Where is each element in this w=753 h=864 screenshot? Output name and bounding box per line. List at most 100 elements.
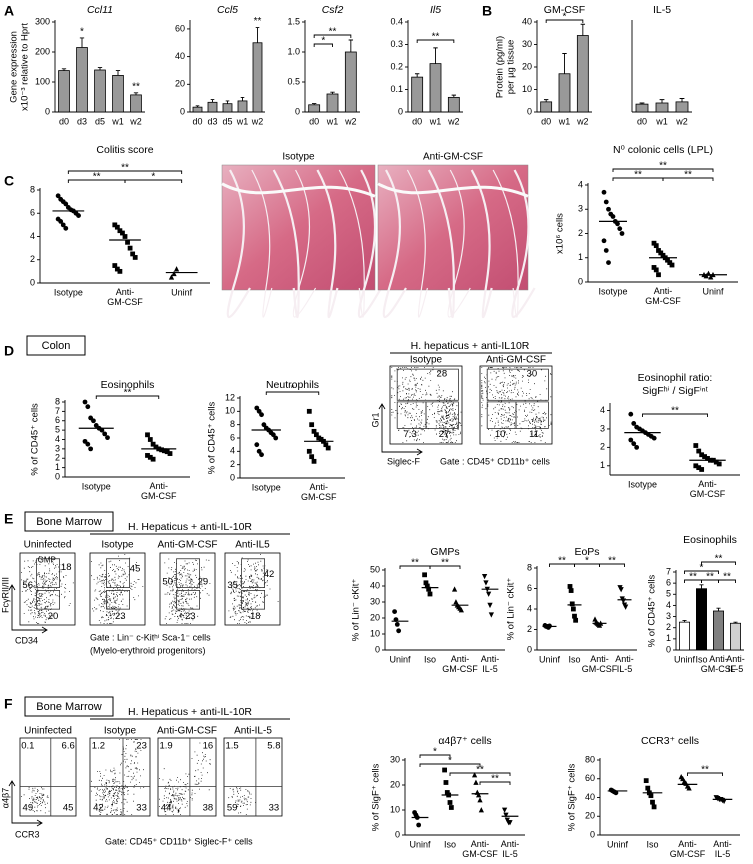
y-tick-label: 5: [55, 425, 60, 435]
y-tick-label: 0: [590, 829, 595, 839]
y-tick-label: 0: [55, 471, 60, 481]
data-point: [82, 399, 88, 405]
y-tick-label: 0: [30, 277, 35, 287]
x-tick-label: w1: [236, 116, 249, 126]
x-tick-label: w2: [675, 116, 688, 126]
panel-letter: B: [482, 3, 492, 19]
y-tick-label: 2: [527, 624, 532, 634]
y-tick-label: 12: [225, 392, 235, 402]
data-point: [396, 628, 402, 634]
gate: [241, 558, 266, 588]
x-tick-label: Anti-GM-CSF: [107, 287, 143, 307]
data-point: [273, 435, 279, 441]
x-tick-label: Anti-GM-CSF: [462, 839, 498, 859]
y-tick-label: 10: [522, 84, 532, 94]
data-point: [99, 427, 105, 433]
bracket: [612, 168, 714, 172]
significance: **: [701, 765, 709, 776]
data-point: [660, 252, 666, 258]
panel-letter: F: [4, 696, 13, 712]
x-tick-label: d0: [637, 116, 647, 126]
data-point: [619, 231, 625, 236]
bracket: [95, 395, 160, 399]
flow-x-axis: CD34: [15, 635, 38, 645]
error-bar: [580, 23, 586, 36]
data-point: [122, 234, 128, 239]
data-point: [313, 432, 319, 438]
data-point: [447, 800, 453, 805]
data-point: [478, 807, 484, 813]
y-tick-label: 0: [180, 106, 185, 116]
significance: **: [476, 765, 484, 776]
y-tick-label: 0: [527, 644, 532, 654]
y-tick-label: 6: [30, 208, 35, 218]
y-tick-label: 2: [600, 442, 605, 452]
data-point: [601, 189, 607, 195]
data-point: [483, 580, 489, 586]
flow-y-axis: Gr1: [370, 412, 380, 427]
y-tick-label: 40: [370, 580, 380, 590]
y-tick-label: 40: [522, 16, 532, 26]
bar: [344, 51, 357, 113]
data-point: [256, 408, 262, 414]
x-tick-label: Anti-GM-CSF: [141, 481, 177, 501]
tissue-fold: [226, 169, 251, 319]
section-tag-box: [24, 511, 114, 532]
data-point: [63, 201, 69, 207]
chart-title: Csf2: [322, 4, 344, 16]
significance: **: [634, 170, 642, 181]
y-tick-label: 1: [55, 462, 60, 472]
quadrant-value: 0.1: [21, 740, 34, 751]
y-tick-label: 10: [370, 628, 380, 638]
data-point: [125, 239, 130, 245]
quadrant-value: 23: [115, 611, 126, 622]
chart-title: CCR3⁺ cells: [641, 735, 699, 747]
gate: [106, 590, 131, 610]
section-tag: Colon: [42, 340, 71, 352]
x-tick-label: d5: [222, 116, 232, 126]
y-tick-label: 30: [370, 596, 380, 606]
error-bar: [133, 92, 139, 95]
error-bar: [682, 620, 687, 623]
gate-text: Gate : Lin⁻ c-Kitʰⁱ Sca-1⁻ cells: [90, 632, 211, 642]
significance: **: [132, 81, 140, 92]
quadrant-value: 45: [63, 803, 74, 814]
tissue-fold: [511, 169, 536, 319]
section-tag: Bone Marrow: [36, 516, 101, 528]
data-point: [573, 617, 579, 623]
significance: *: [585, 556, 589, 567]
y-tick-label: 20: [390, 779, 400, 789]
y-tick-label: 0: [527, 106, 532, 116]
bar: [222, 103, 233, 113]
y-tick-label: 6: [230, 432, 235, 442]
bar: [447, 96, 460, 113]
data-point: [120, 230, 125, 236]
data-point: [651, 804, 657, 810]
data-point: [394, 622, 400, 627]
y-tick-label: 20: [175, 79, 185, 89]
data-point: [650, 799, 655, 805]
significance: *: [291, 384, 295, 395]
x-tick-label: w1: [558, 116, 571, 126]
quadrant-value: 11: [529, 429, 539, 440]
data-point: [91, 418, 96, 424]
error-bar: [716, 607, 721, 611]
data-point: [569, 601, 575, 607]
y-tick-label: 0.5: [287, 76, 300, 86]
y-axis-label: % of Lin⁻ cKit⁺: [506, 578, 517, 641]
y-tick-label: 0: [666, 644, 671, 654]
y-axis-label: % of CD45⁺ cells: [207, 401, 218, 474]
data-point: [503, 812, 509, 818]
chart-title: α4β7⁺ cells: [438, 735, 491, 747]
data-point: [311, 428, 317, 434]
data-point: [592, 616, 598, 622]
y-tick-label: 0: [45, 106, 50, 116]
data-point: [699, 452, 705, 458]
y-tick-label: 6: [55, 415, 60, 425]
y-tick-label: 300: [35, 16, 50, 26]
y-tick-label: 0.2: [390, 61, 403, 71]
bracket: [449, 772, 511, 776]
significance: **: [706, 572, 714, 583]
bar: [679, 621, 691, 651]
y-axis-label: % of SigF⁺ cells: [567, 763, 578, 831]
